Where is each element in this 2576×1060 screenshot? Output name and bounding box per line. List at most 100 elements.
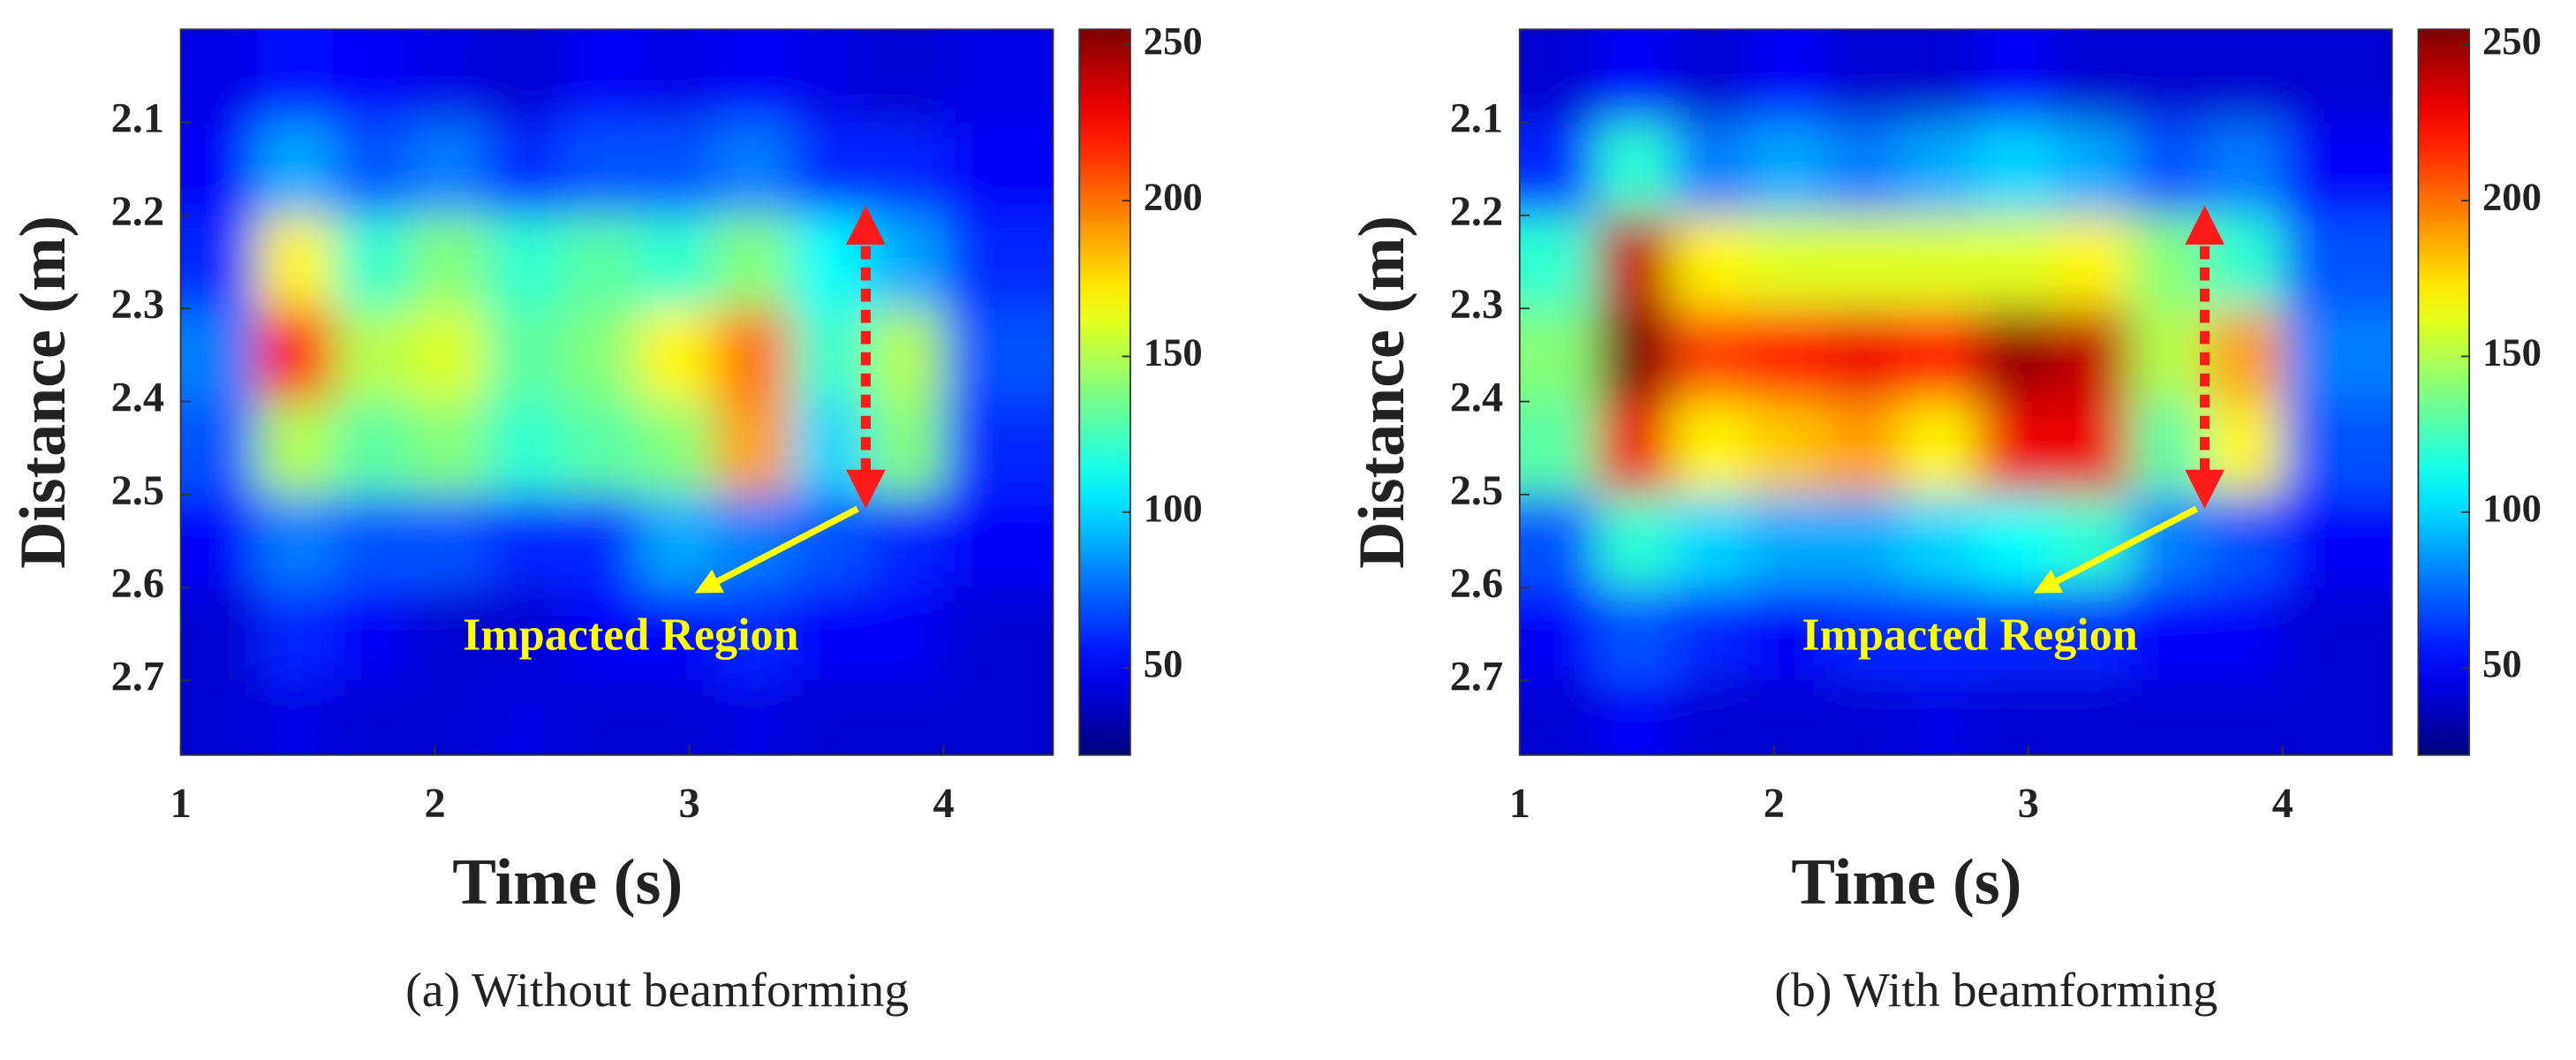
colorbar-tick-label: 100	[2482, 486, 2542, 530]
heat-cell	[1977, 680, 2055, 755]
heat-cell	[2130, 215, 2208, 310]
heat-cell	[1596, 215, 1673, 310]
annotation: Impacted Region	[463, 610, 799, 661]
heat-cell	[1900, 29, 1979, 124]
heat-cell	[2206, 29, 2284, 124]
heat-cell	[1596, 122, 1673, 216]
x-tick-label: 1	[170, 780, 192, 827]
heat-cell	[1596, 308, 1673, 403]
heat-cell	[562, 215, 639, 310]
heat-cell	[714, 29, 792, 124]
heat-cell	[2206, 215, 2284, 310]
heat-cell	[790, 308, 869, 403]
heat-cell	[943, 308, 1054, 403]
heat-cell	[333, 215, 411, 310]
heatmap-clip	[1519, 29, 2392, 755]
heat-cell	[257, 122, 335, 216]
heat-cell	[2282, 29, 2392, 124]
heat-cell	[562, 308, 639, 403]
heat-cell	[943, 680, 1054, 755]
heat-cell	[180, 122, 258, 216]
heat-cell	[1672, 215, 1749, 310]
heat-cell	[562, 122, 639, 216]
heat-cell	[180, 494, 258, 589]
heat-cell	[867, 680, 945, 755]
x-axis-label: Time (s)	[452, 846, 683, 919]
heat-cell	[1672, 587, 1749, 682]
heat-cell	[2282, 215, 2392, 310]
heat-cell	[486, 122, 563, 216]
heat-cell	[257, 680, 335, 755]
heat-cell	[943, 122, 1054, 216]
heat-cell	[714, 680, 792, 755]
heat-cell	[562, 587, 639, 682]
heat-cell	[867, 494, 945, 589]
heat-cell	[2053, 29, 2131, 124]
heat-cell	[486, 680, 563, 755]
heat-cell	[2282, 587, 2392, 682]
colorbar	[1078, 28, 1131, 756]
heat-cell	[1596, 587, 1673, 682]
heat-cell	[2053, 308, 2131, 403]
heat-cell	[1749, 215, 1826, 310]
heat-cell	[1749, 122, 1826, 216]
heat-cell	[1824, 587, 1902, 682]
pointer-arrow	[694, 505, 859, 594]
heat-cell	[2206, 122, 2284, 216]
heat-cell	[1519, 401, 1598, 496]
heat-cell	[2053, 401, 2131, 496]
heat-cell	[257, 29, 335, 124]
heat-cell	[1519, 29, 1598, 124]
heat-cell	[1900, 680, 1979, 755]
y-tick-label: 2.1	[111, 95, 164, 142]
heat-cell	[333, 494, 411, 589]
heat-cell	[1596, 29, 1673, 124]
heat-cell	[2130, 680, 2208, 755]
heat-cell	[180, 215, 258, 310]
y-tick-label: 2.4	[1450, 375, 1503, 421]
heat-cell	[2053, 587, 2131, 682]
y-tick-label: 2.6	[111, 560, 164, 607]
heat-cell	[1824, 215, 1902, 310]
colorbar-tick-label: 50	[1144, 641, 1183, 685]
heat-cell	[714, 587, 792, 682]
colorbar-tick-label: 100	[1144, 486, 1203, 530]
heat-cell	[867, 587, 945, 682]
y-tick-label: 2.3	[1450, 281, 1503, 328]
heat-cell	[409, 680, 487, 755]
heat-cell	[2130, 29, 2208, 124]
heat-cell	[2053, 122, 2131, 216]
heat-cell	[486, 215, 563, 310]
heat-cell	[1977, 401, 2055, 496]
heat-cell	[1824, 122, 1902, 216]
heat-cell	[1749, 680, 1826, 755]
heat-cell	[1519, 215, 1598, 310]
heat-cell	[790, 215, 869, 310]
heat-cell	[1900, 401, 1979, 496]
colorbar-tick-label: 200	[2482, 174, 2542, 218]
heat-cell	[257, 308, 335, 403]
heat-cell	[1519, 587, 1598, 682]
heat-cell	[180, 29, 258, 124]
heat-cell	[2206, 401, 2284, 496]
x-tick-label: 2	[1764, 780, 1785, 827]
heat-cell	[1824, 494, 1902, 589]
y-tick-label: 2.2	[111, 188, 164, 235]
caption: (b) With beamforming	[1774, 963, 2217, 1018]
pointer-arrow	[2033, 505, 2198, 594]
heat-cell	[1977, 29, 2055, 124]
x-tick-label: 3	[2018, 780, 2039, 827]
heat-cell	[1672, 680, 1749, 755]
heat-cell	[943, 587, 1054, 682]
heat-cell	[2206, 587, 2284, 682]
annotation: Impacted Region	[1802, 610, 2138, 661]
heat-cell	[1749, 494, 1826, 589]
heatmap-clip	[180, 29, 1054, 755]
y-tick-label: 2.1	[1450, 95, 1503, 142]
heat-cell	[486, 401, 563, 496]
heat-cell	[2282, 308, 2392, 403]
heat-cell	[333, 587, 411, 682]
heat-cell	[2282, 494, 2392, 589]
heat-cell	[409, 215, 487, 310]
